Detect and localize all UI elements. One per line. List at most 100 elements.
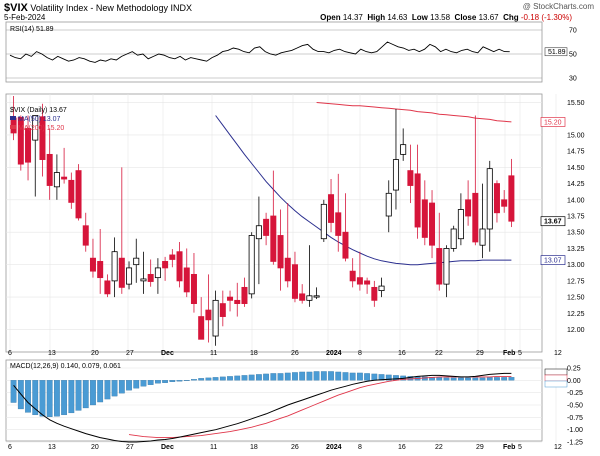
candle-body (25, 128, 32, 163)
candle-body (328, 194, 335, 223)
candle (46, 128, 53, 200)
x-axis-label: 11 (210, 350, 217, 357)
low-label: Low (411, 13, 428, 22)
price-tag (540, 216, 566, 227)
x-axis-label: 16 (398, 350, 406, 357)
x-axis-label: 13 (48, 350, 56, 357)
x-axis-label: 26 (291, 350, 299, 357)
macd-histogram-bar (234, 375, 241, 381)
macd-histogram-bar (248, 374, 255, 381)
macd-tick-label: 0.25 (567, 366, 581, 373)
macd-signal-line (128, 375, 512, 439)
macd-histogram-bar (25, 380, 31, 413)
candle-body (501, 199, 508, 207)
x-axis-label-bottom: 22 (435, 444, 443, 451)
candle (291, 251, 298, 303)
candle (493, 180, 500, 223)
macd-histogram-bar (46, 380, 53, 417)
rsi-tick-label: 30 (569, 76, 577, 83)
candle (479, 183, 486, 259)
candle-body (183, 267, 190, 293)
macd-histogram-bar (140, 380, 147, 387)
candle (270, 170, 277, 265)
candle-body (335, 212, 342, 236)
macd-histogram-bar (118, 380, 125, 394)
macd-histogram-bar (263, 373, 269, 381)
macd-histogram-bar (349, 372, 356, 381)
price-tick-label: 13.50 (567, 230, 585, 237)
candle-body (140, 278, 147, 282)
candle-body (407, 170, 414, 186)
macd-histogram-bar (219, 376, 226, 381)
price-legend-symbol: $VIX (Daily) 13.67 (10, 107, 67, 114)
candle (140, 251, 147, 294)
candle (392, 108, 399, 210)
candle (450, 225, 457, 252)
candle (162, 256, 169, 281)
price-tick-label: 14.00 (567, 197, 585, 204)
price-tick-label: 13.00 (567, 262, 585, 269)
macd-histogram-bar (364, 373, 370, 381)
rsi-legend: RSI(14) 51.89 (10, 26, 54, 33)
candle-body (118, 257, 125, 288)
brand-watermark: @ StockCharts.com (522, 2, 594, 11)
open-label: Open (320, 13, 341, 22)
candle (407, 144, 414, 204)
macd-histogram-bar (75, 380, 82, 411)
macd-histogram-bar (335, 371, 342, 381)
candle (169, 249, 176, 268)
candle (133, 238, 140, 283)
candle (263, 212, 270, 246)
macd-histogram-bar (270, 373, 277, 381)
macd-histogram-bar (10, 380, 17, 403)
rsi-line (9, 41, 510, 63)
candle-body (472, 192, 479, 243)
rsi-value-tag (544, 47, 568, 57)
candle-body (190, 273, 197, 304)
candle (255, 196, 262, 285)
macd-histogram-bar (82, 380, 89, 409)
candle (17, 115, 24, 171)
rsi-tick-label: 50 (569, 52, 577, 59)
macd-histogram-bar (183, 380, 190, 381)
candle (320, 199, 327, 242)
macd-histogram-bar (313, 371, 320, 381)
price-tick-label: 14.25 (567, 181, 585, 188)
macd-histogram-bar (378, 374, 385, 381)
macd-histogram-bar (39, 380, 46, 417)
candle (61, 147, 68, 184)
candle-body (198, 316, 205, 340)
macd-histogram-bar (342, 372, 349, 381)
candle (248, 232, 255, 299)
price-tick-label: 12.50 (567, 295, 585, 302)
candle-body (306, 295, 313, 301)
rsi-value-tag-label: 51.89 (548, 49, 566, 56)
x-axis-label-bottom: 26 (291, 444, 299, 451)
candle-body (68, 179, 75, 203)
macd-histogram-bar (277, 373, 284, 381)
macd-histogram-bar (32, 380, 39, 416)
candle (234, 282, 241, 317)
candle-body (241, 286, 248, 304)
rsi-tick-label: 70 (569, 28, 577, 35)
x-axis-label-bottom: 2024 (326, 444, 342, 451)
macd-histogram-bar (111, 380, 118, 397)
candle (219, 290, 226, 327)
x-axis-label-bottom: Feb (503, 444, 515, 451)
macd-histogram-bar (299, 371, 306, 381)
price-tick-label: 12.00 (567, 327, 585, 334)
price-tick-label: 13.75 (567, 214, 585, 221)
macd-histogram-bar (421, 376, 428, 381)
candle-body (479, 228, 486, 246)
candle (212, 290, 219, 346)
candle (25, 115, 32, 181)
candle-body (17, 117, 24, 165)
candle-body (169, 254, 176, 260)
symbol-name: Volatility Index - New Methodology (30, 3, 168, 13)
candle (472, 115, 479, 246)
x-axis-label: 6 (8, 350, 12, 357)
macd-histogram-bar (357, 372, 363, 381)
x-axis-label-bottom: 27 (126, 444, 134, 451)
candle (126, 261, 133, 290)
